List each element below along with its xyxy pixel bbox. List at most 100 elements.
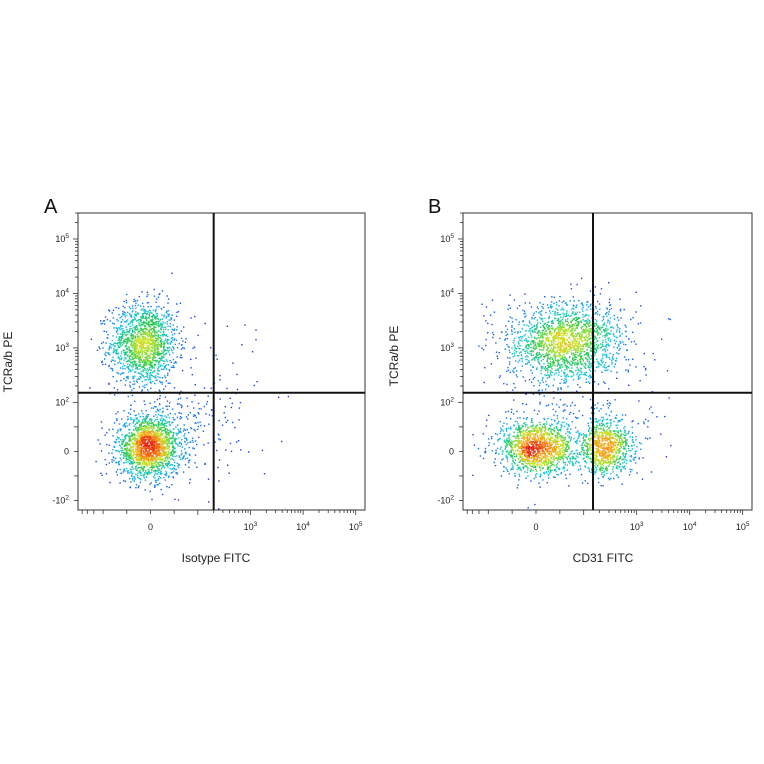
event-point bbox=[537, 390, 540, 392]
event-point bbox=[163, 453, 165, 456]
event-point bbox=[129, 351, 131, 354]
event-point bbox=[499, 337, 501, 340]
event-point bbox=[652, 352, 654, 355]
event-point bbox=[132, 437, 134, 439]
event-point bbox=[122, 367, 124, 370]
event-point bbox=[576, 311, 579, 313]
event-point bbox=[157, 330, 160, 332]
event-point bbox=[509, 316, 511, 318]
event-point bbox=[115, 471, 118, 473]
event-point bbox=[506, 457, 509, 459]
event-point bbox=[602, 485, 604, 487]
event-point bbox=[124, 341, 127, 343]
event-point bbox=[150, 472, 152, 474]
event-point bbox=[576, 452, 578, 454]
event-point bbox=[150, 444, 152, 447]
event-point bbox=[576, 283, 578, 286]
event-point bbox=[151, 425, 153, 428]
event-point bbox=[566, 464, 569, 466]
event-point bbox=[119, 329, 121, 331]
event-point bbox=[143, 463, 145, 466]
event-point bbox=[606, 307, 608, 309]
event-point bbox=[129, 355, 131, 357]
event-point bbox=[131, 446, 133, 449]
event-point bbox=[632, 458, 635, 460]
event-point bbox=[149, 448, 152, 451]
event-point bbox=[173, 468, 176, 470]
event-point bbox=[128, 424, 131, 426]
event-point bbox=[132, 458, 134, 460]
event-point bbox=[154, 356, 157, 359]
event-point bbox=[151, 371, 154, 374]
event-point bbox=[202, 430, 205, 432]
event-point bbox=[139, 441, 142, 443]
event-point bbox=[137, 338, 139, 340]
event-point bbox=[570, 438, 572, 440]
event-point bbox=[108, 452, 110, 454]
event-point bbox=[138, 432, 140, 434]
event-point bbox=[144, 420, 146, 422]
event-point bbox=[104, 358, 106, 360]
event-point bbox=[523, 324, 525, 326]
event-point bbox=[136, 329, 139, 331]
event-point bbox=[172, 442, 174, 444]
event-point bbox=[519, 468, 522, 470]
event-point bbox=[183, 428, 185, 430]
event-point bbox=[158, 360, 160, 363]
event-point bbox=[580, 372, 583, 374]
event-point bbox=[162, 407, 164, 409]
event-point bbox=[163, 354, 165, 356]
event-point bbox=[560, 426, 562, 429]
event-point bbox=[221, 424, 224, 426]
event-point bbox=[487, 438, 490, 440]
event-point bbox=[171, 339, 174, 341]
event-point bbox=[142, 445, 145, 447]
event-point bbox=[135, 350, 137, 352]
event-point bbox=[569, 473, 571, 475]
event-point bbox=[139, 454, 141, 457]
event-point bbox=[143, 460, 145, 462]
event-point bbox=[587, 381, 590, 383]
event-point bbox=[135, 442, 137, 444]
event-point bbox=[132, 329, 134, 331]
event-point bbox=[583, 439, 585, 442]
event-point bbox=[130, 460, 132, 462]
event-point bbox=[187, 414, 190, 416]
event-point bbox=[545, 405, 548, 407]
event-point bbox=[132, 383, 134, 386]
event-point bbox=[125, 331, 127, 334]
event-point bbox=[111, 359, 113, 361]
event-point bbox=[566, 312, 568, 314]
event-point bbox=[144, 332, 146, 335]
event-point bbox=[624, 454, 627, 456]
event-point bbox=[509, 427, 511, 430]
event-point bbox=[141, 317, 143, 319]
event-point bbox=[163, 465, 165, 468]
event-point bbox=[119, 373, 122, 376]
event-point bbox=[625, 359, 627, 361]
event-point bbox=[224, 406, 226, 408]
event-point bbox=[157, 453, 160, 455]
event-point bbox=[171, 328, 173, 331]
event-point bbox=[574, 426, 577, 429]
event-point bbox=[248, 451, 250, 453]
event-point bbox=[154, 375, 157, 377]
event-point bbox=[171, 341, 173, 343]
event-point bbox=[237, 440, 240, 442]
event-point bbox=[643, 421, 645, 423]
event-point bbox=[167, 438, 170, 440]
event-point bbox=[165, 431, 167, 433]
event-point bbox=[158, 305, 160, 308]
event-point bbox=[129, 449, 132, 452]
event-point bbox=[143, 445, 145, 447]
event-point bbox=[164, 454, 166, 456]
event-point bbox=[613, 335, 616, 337]
event-point bbox=[594, 318, 597, 321]
event-point bbox=[505, 440, 507, 443]
event-point bbox=[100, 472, 102, 474]
event-point bbox=[157, 335, 159, 337]
event-point bbox=[140, 443, 142, 446]
event-point bbox=[514, 355, 516, 357]
event-point bbox=[134, 478, 136, 480]
event-point bbox=[591, 412, 593, 414]
